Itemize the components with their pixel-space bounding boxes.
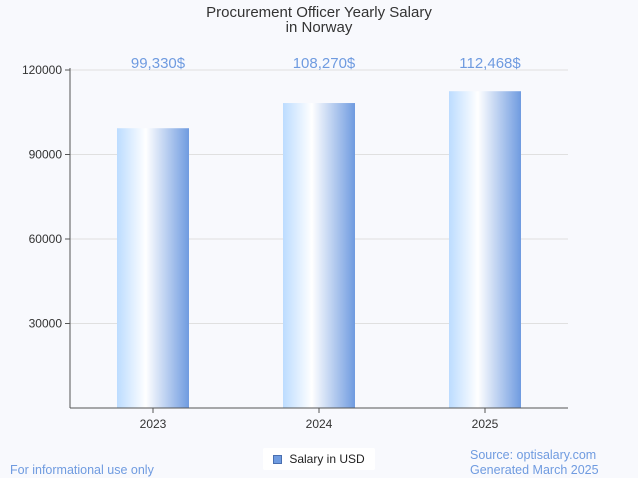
- data-label-2025: 112,468$: [459, 55, 521, 72]
- y-tick-label: 30000: [29, 317, 63, 331]
- disclaimer-text: For informational use only: [10, 463, 154, 477]
- legend-swatch: [273, 454, 283, 464]
- legend-label: Salary in USD: [289, 452, 365, 466]
- source-text: Source: optisalary.com: [470, 448, 597, 462]
- axes: [65, 68, 568, 413]
- x-tick-label-2025: 2025: [472, 417, 499, 431]
- chart-title-line-2: in Norway: [286, 19, 353, 36]
- bar-2023: [117, 128, 189, 408]
- bar-2025: [449, 91, 521, 408]
- y-tick-label: 120000: [22, 63, 62, 77]
- bars: [117, 91, 521, 409]
- x-tick-label-2024: 2024: [306, 417, 333, 431]
- y-tick-label: 90000: [29, 148, 63, 162]
- legend: Salary in USD: [263, 448, 375, 470]
- data-label-2024: 108,270$: [293, 55, 356, 72]
- x-tick-label-2023: 2023: [140, 417, 167, 431]
- generated-date-text: Generated March 2025: [470, 463, 599, 477]
- bar-2024: [283, 103, 355, 409]
- data-label-2023: 99,330$: [131, 55, 186, 72]
- chart-title-line-1: Procurement Officer Yearly Salary: [206, 4, 432, 21]
- y-tick-label: 60000: [29, 232, 63, 246]
- labels: 30000 60000 90000 120000 2023 99,330$ 2024 108,…: [22, 55, 521, 431]
